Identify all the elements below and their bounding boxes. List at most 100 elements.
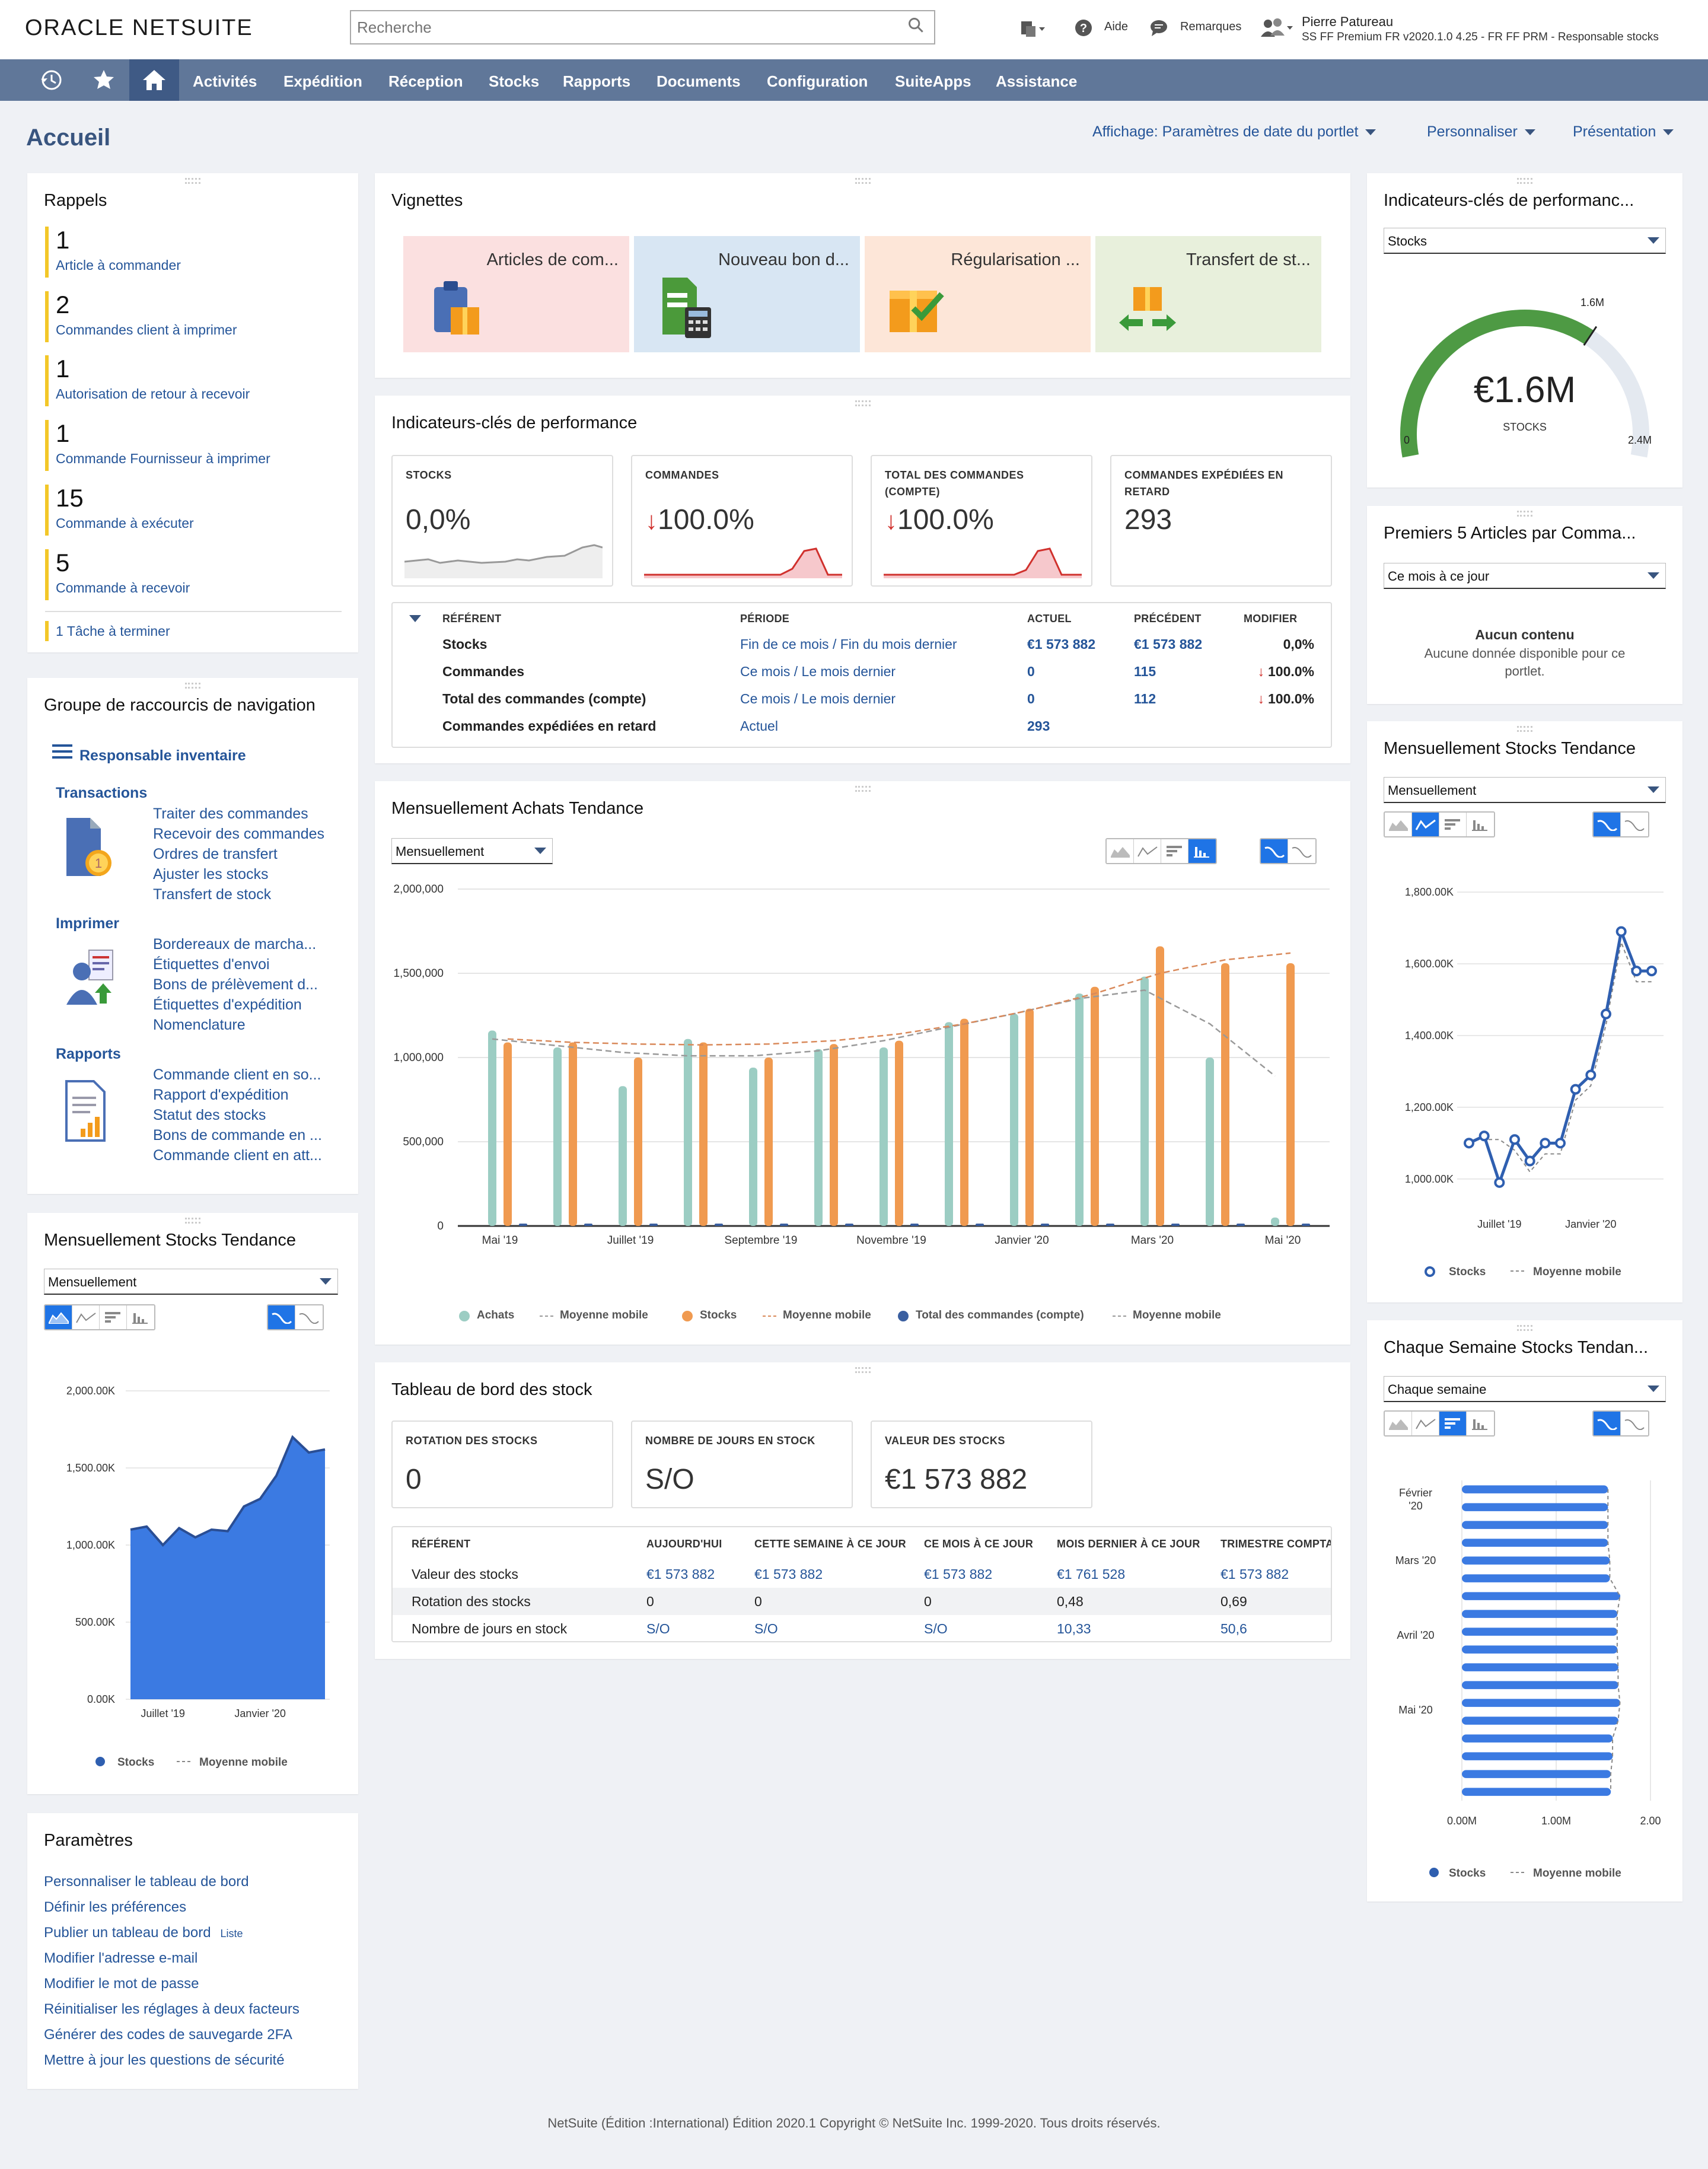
kpi-box-order-count[interactable]: TOTAL DES COMMANDES (COMPTE) ↓100.0% (871, 455, 1092, 587)
kpi-box-rotation[interactable]: ROTATION DES STOCKS 0 (391, 1420, 613, 1508)
reminder-label[interactable]: Autorisation de retour à recevoir (56, 386, 250, 402)
line-chart-icon[interactable] (1134, 839, 1161, 863)
nav-assistance[interactable]: Assistance (996, 72, 1078, 90)
shortcut-link[interactable]: Ajuster les stocks (153, 866, 269, 883)
kpi-period[interactable]: Ce mois / Le mois dernier (740, 664, 896, 679)
param-link[interactable]: Publier un tableau de bord Liste (44, 1925, 243, 1941)
recent-records-icon[interactable] (31, 59, 72, 101)
moving-average-off-icon[interactable] (1288, 839, 1315, 863)
reminder-label[interactable]: Commande à recevoir (56, 580, 190, 595)
area-chart-icon[interactable] (1385, 1412, 1412, 1435)
nav-stocks[interactable]: Stocks (489, 72, 540, 90)
task-reminder[interactable]: 1 Tâche à terminer (45, 621, 170, 641)
search-icon[interactable] (907, 17, 924, 33)
moving-average-on-icon[interactable] (268, 1305, 295, 1329)
legend-label[interactable]: Achats (477, 1309, 515, 1321)
layout-menu[interactable]: Présentation (1573, 123, 1674, 141)
kpi-prev[interactable]: 115 (1134, 664, 1156, 679)
bar-h-chart-icon[interactable] (1439, 1412, 1467, 1435)
bar-h-chart-icon[interactable] (1439, 813, 1467, 836)
param-link[interactable]: Réinitialiser les réglages à deux facteu… (44, 2001, 299, 2017)
kpi-box-orders[interactable]: COMMANDES ↓100.0% (631, 455, 853, 587)
kpi-box-late-shipments[interactable]: COMMANDES EXPÉDIÉES EN RETARD 293 (1110, 455, 1332, 587)
area-chart-icon[interactable] (45, 1305, 72, 1329)
user-role[interactable]: SS FF Premium FR v2020.1.0 4.25 - FR FF … (1302, 31, 1659, 43)
nav-rapports[interactable]: Rapports (563, 72, 631, 90)
tile-stock-transfer[interactable]: Transfert de st... (1095, 236, 1321, 352)
param-link-text[interactable]: Publier un tableau de bord (44, 1925, 211, 1941)
tile-items-to-order[interactable]: Articles de com... (403, 236, 629, 352)
shortcut-link[interactable]: Ordres de transfert (153, 846, 278, 862)
shortcut-link[interactable]: Étiquettes d'expédition (153, 996, 302, 1013)
kpi-box-value[interactable]: VALEUR DES STOCKS €1 573 882 (871, 1420, 1092, 1508)
moving-average-toggle[interactable] (1260, 838, 1317, 864)
feedback-icon[interactable] (1149, 19, 1168, 37)
period-select[interactable]: Mensuellement (391, 838, 553, 864)
drag-handle[interactable] (185, 1218, 200, 1224)
shortcut-link[interactable]: Recevoir des commandes (153, 826, 325, 842)
liste-link[interactable]: Liste (220, 1928, 243, 1939)
drag-handle[interactable] (1517, 726, 1532, 732)
kpi-actual[interactable]: €1 573 882 (1027, 636, 1096, 652)
drag-handle[interactable] (185, 683, 200, 689)
favorites-star-icon[interactable] (83, 59, 125, 101)
moving-average-toggle[interactable] (1592, 811, 1649, 837)
kpi-period[interactable]: Fin de ce mois / Fin du mois dernier (740, 636, 957, 652)
user-name[interactable]: Pierre Patureau (1302, 14, 1394, 29)
shortcut-link[interactable]: Transfert de stock (153, 886, 272, 903)
drag-handle[interactable] (1517, 1325, 1532, 1331)
cell-value[interactable]: S/O (646, 1621, 670, 1636)
line-chart-icon[interactable] (1412, 1412, 1439, 1435)
nav-suiteapps[interactable]: SuiteApps (895, 72, 971, 90)
tile-new-purchase-order[interactable]: Nouveau bon d... (634, 236, 860, 352)
shortcut-link[interactable]: Étiquettes d'envoi (153, 956, 270, 973)
param-link[interactable]: Définir les préférences (44, 1899, 187, 1915)
kpi-prev[interactable]: €1 573 882 (1134, 636, 1203, 652)
kpi-actual[interactable]: 0 (1027, 691, 1035, 706)
nav-reception[interactable]: Réception (388, 72, 463, 90)
help-link[interactable]: Aide (1104, 20, 1129, 33)
line-chart-icon[interactable] (1412, 813, 1439, 836)
param-link[interactable]: Modifier l'adresse e-mail (44, 1950, 198, 1966)
shortcut-link[interactable]: Commande client en so... (153, 1066, 321, 1083)
legend-label[interactable]: Stocks (700, 1309, 737, 1321)
drag-handle[interactable] (185, 178, 200, 184)
hamburger-icon[interactable] (52, 744, 72, 760)
reminder-item[interactable]: 2 Commandes client à imprimer (45, 291, 237, 342)
legend-label[interactable]: Moyenne mobile (1133, 1309, 1221, 1321)
shortcut-link[interactable]: Nomenclature (153, 1017, 246, 1033)
area-chart-icon[interactable] (1385, 813, 1412, 836)
reminder-item[interactable]: 1 Commande Fournisseur à imprimer (45, 420, 270, 471)
feedback-link[interactable]: Remarques (1180, 20, 1242, 33)
nav-expedition[interactable]: Expédition (283, 72, 362, 90)
period-select[interactable]: Mensuellement (44, 1269, 338, 1295)
cell-value[interactable]: 10,33 (1057, 1621, 1091, 1636)
shortcut-link[interactable]: Bons de prélèvement d... (153, 976, 318, 993)
shortcut-link[interactable]: Statut des stocks (153, 1107, 266, 1123)
shortcut-role[interactable]: Responsable inventaire (79, 747, 246, 764)
kpi-box-days[interactable]: NOMBRE DE JOURS EN STOCK S/O (631, 1420, 853, 1508)
moving-average-on-icon[interactable] (1594, 813, 1621, 836)
bar-h-chart-icon[interactable] (100, 1305, 127, 1329)
bar-v-chart-icon[interactable] (1188, 839, 1216, 863)
shortcut-link[interactable]: Bons de commande en ... (153, 1127, 322, 1144)
help-icon[interactable]: ? (1075, 19, 1092, 37)
kpi-actual[interactable]: 0 (1027, 664, 1035, 679)
cell-value[interactable]: S/O (924, 1621, 948, 1636)
cell-value[interactable]: S/O (754, 1621, 778, 1636)
chart-type-toggle[interactable] (1105, 838, 1217, 864)
reminder-label[interactable]: Commande à exécuter (56, 515, 194, 531)
top5-select[interactable]: Ce mois à ce jour (1384, 563, 1666, 589)
drag-handle[interactable] (1517, 511, 1532, 517)
bar-v-chart-icon[interactable] (127, 1305, 154, 1329)
collapse-triangle-icon[interactable] (409, 615, 421, 623)
nav-configuration[interactable]: Configuration (767, 72, 868, 90)
legend-label[interactable]: Total des commandes (compte) (916, 1309, 1084, 1321)
cell-value[interactable]: 50,6 (1221, 1621, 1247, 1636)
cell-value[interactable]: €1 761 528 (1057, 1566, 1126, 1582)
bar-h-chart-icon[interactable] (1161, 839, 1188, 863)
moving-average-on-icon[interactable] (1261, 839, 1288, 863)
kpi-select[interactable]: Stocks (1384, 228, 1666, 254)
reminder-label[interactable]: Commandes client à imprimer (56, 322, 237, 337)
date-settings-menu[interactable]: Affichage: Paramètres de date du portlet (1092, 123, 1376, 141)
